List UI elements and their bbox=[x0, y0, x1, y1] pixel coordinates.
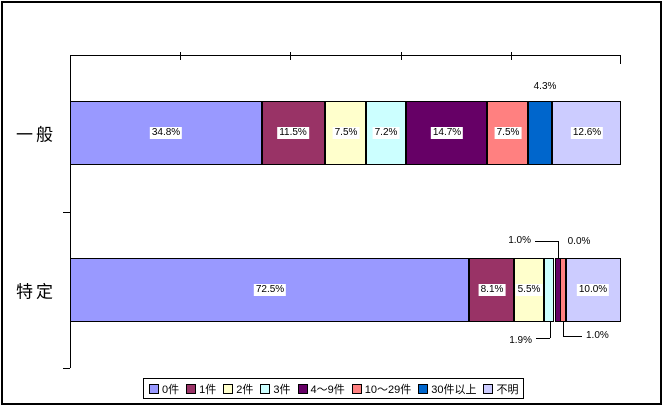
plot-area bbox=[70, 55, 621, 368]
legend-swatch-icon bbox=[186, 383, 197, 394]
leader-line bbox=[535, 241, 558, 242]
legend-swatch-icon bbox=[418, 383, 429, 394]
leader-line bbox=[558, 241, 559, 258]
legend-item: 10〜29件 bbox=[351, 381, 412, 397]
data-label: 1.0% bbox=[506, 235, 533, 247]
legend-swatch-icon bbox=[149, 383, 159, 394]
axis-tick bbox=[401, 52, 402, 60]
data-label: 7.5% bbox=[332, 127, 360, 139]
legend-swatch-icon bbox=[223, 383, 234, 394]
legend-item: 4〜9件 bbox=[297, 381, 345, 397]
axis-tick-end bbox=[620, 55, 621, 64]
data-label: 12.6% bbox=[570, 127, 604, 139]
data-label: 5.5% bbox=[515, 284, 543, 296]
data-label: 72.5% bbox=[253, 284, 287, 296]
data-label: 0.0% bbox=[565, 236, 593, 248]
legend-item: 2件 bbox=[223, 381, 253, 397]
bar-segment bbox=[544, 258, 554, 322]
bar-segment bbox=[560, 258, 566, 322]
data-label: 1.0% bbox=[584, 330, 611, 342]
category-tick bbox=[63, 368, 70, 369]
data-label: 11.5% bbox=[277, 127, 309, 139]
data-label: 7.2% bbox=[372, 127, 400, 139]
data-label: 8.1% bbox=[478, 284, 506, 296]
data-label: 34.8% bbox=[149, 127, 183, 139]
axis-tick bbox=[511, 52, 512, 60]
bar-segment bbox=[566, 258, 621, 322]
legend-label: 10〜29件 bbox=[364, 383, 412, 396]
leader-line bbox=[563, 322, 564, 336]
legend-label: 1件 bbox=[199, 383, 217, 396]
category-tick bbox=[63, 212, 70, 213]
legend-label: 不明 bbox=[496, 383, 519, 396]
data-label: 7.5% bbox=[494, 127, 522, 139]
leader-line bbox=[550, 322, 551, 338]
legend-swatch-icon bbox=[483, 383, 494, 394]
legend-swatch-icon bbox=[260, 383, 271, 394]
bar-segment bbox=[70, 101, 262, 165]
data-label: 1.9% bbox=[507, 335, 534, 347]
axis-tick bbox=[180, 52, 181, 60]
leader-line bbox=[536, 338, 550, 339]
data-label: 14.7% bbox=[430, 127, 464, 139]
legend-label: 4〜9件 bbox=[310, 383, 345, 396]
axis-tick bbox=[290, 52, 291, 60]
bar-segment bbox=[528, 101, 552, 165]
category-label: 特定 bbox=[16, 282, 56, 302]
data-label: 4.3% bbox=[531, 81, 559, 93]
leader-line bbox=[563, 336, 582, 337]
legend-label: 0件 bbox=[162, 383, 180, 396]
legend-item: 30件以上 bbox=[418, 381, 476, 397]
legend-item: 3件 bbox=[260, 381, 291, 397]
data-label: 10.0% bbox=[576, 284, 610, 296]
legend-swatch-icon bbox=[351, 383, 362, 394]
legend-item: 0件 bbox=[149, 381, 179, 397]
legend-item: 不明 bbox=[483, 381, 518, 397]
legend-label: 2件 bbox=[236, 383, 254, 396]
legend-swatch-icon bbox=[297, 383, 308, 394]
legend: 0件 1件 2件 3件 4〜9件 10〜29件 30件以上 不明 bbox=[143, 378, 525, 399]
category-label: 一般 bbox=[16, 125, 56, 145]
legend-label: 3件 bbox=[273, 383, 291, 396]
legend-label: 30件以上 bbox=[431, 383, 477, 396]
legend-item: 1件 bbox=[186, 381, 216, 397]
